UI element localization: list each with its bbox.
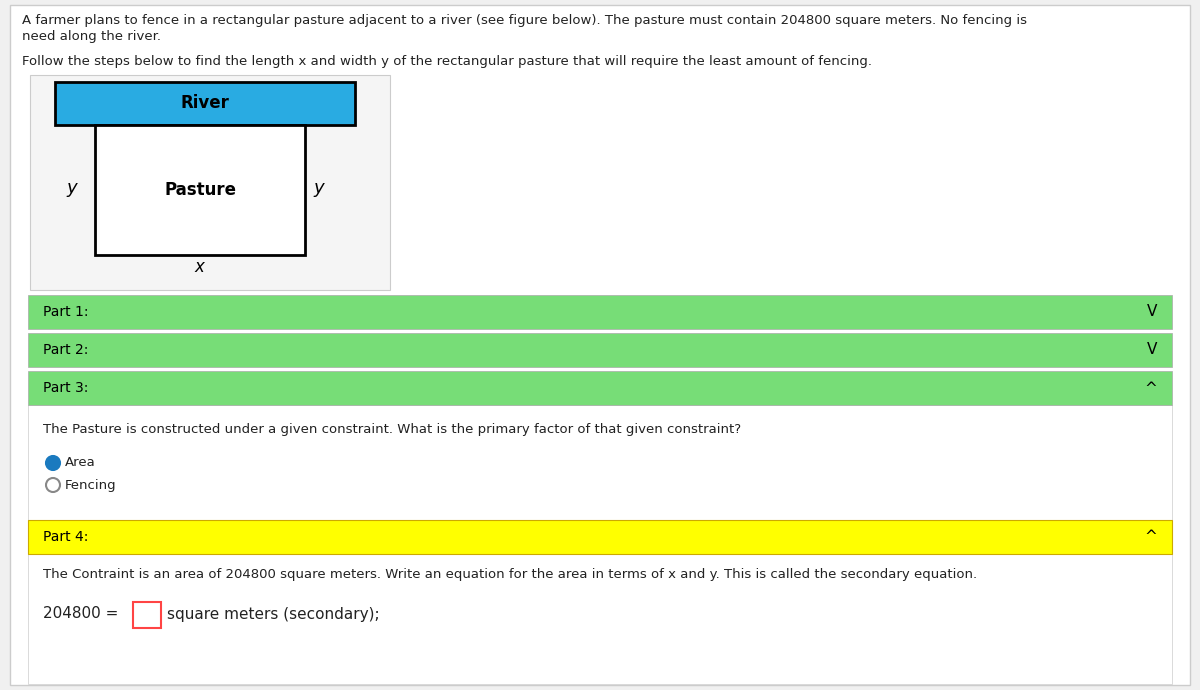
Text: The Contraint is an area of 204800 square meters. Write an equation for the area: The Contraint is an area of 204800 squar… bbox=[43, 568, 977, 581]
Text: Part 3:: Part 3: bbox=[43, 381, 89, 395]
Text: $y$: $y$ bbox=[66, 181, 79, 199]
Text: need along the river.: need along the river. bbox=[22, 30, 161, 43]
Text: ^: ^ bbox=[1145, 529, 1157, 544]
Bar bbox=[28, 333, 1172, 367]
Text: V: V bbox=[1147, 342, 1157, 357]
Text: $x$: $x$ bbox=[193, 258, 206, 276]
Bar bbox=[30, 75, 390, 290]
Circle shape bbox=[46, 456, 60, 470]
Bar bbox=[55, 82, 355, 125]
Text: River: River bbox=[180, 95, 229, 112]
Text: 204800 =: 204800 = bbox=[43, 607, 119, 622]
Text: $y$: $y$ bbox=[313, 181, 326, 199]
Text: Part 4:: Part 4: bbox=[43, 530, 89, 544]
Bar bbox=[28, 520, 1172, 554]
Text: A farmer plans to fence in a rectangular pasture adjacent to a river (see figure: A farmer plans to fence in a rectangular… bbox=[22, 14, 1027, 27]
Bar bbox=[28, 554, 1172, 684]
Text: Pasture: Pasture bbox=[164, 181, 236, 199]
Text: Follow the steps below to find the length x and width y of the rectangular pastu: Follow the steps below to find the lengt… bbox=[22, 55, 872, 68]
Text: square meters (secondary);: square meters (secondary); bbox=[167, 607, 379, 622]
Text: ^: ^ bbox=[1145, 380, 1157, 395]
Text: Part 1:: Part 1: bbox=[43, 305, 89, 319]
Bar bbox=[133, 602, 161, 628]
Text: Area: Area bbox=[65, 457, 96, 469]
Text: Part 2:: Part 2: bbox=[43, 343, 89, 357]
Bar bbox=[28, 405, 1172, 520]
Bar bbox=[95, 125, 305, 255]
Circle shape bbox=[46, 478, 60, 492]
Text: The Pasture is constructed under a given constraint. What is the primary factor : The Pasture is constructed under a given… bbox=[43, 423, 742, 436]
Bar bbox=[28, 371, 1172, 405]
Text: Fencing: Fencing bbox=[65, 478, 116, 491]
Text: V: V bbox=[1147, 304, 1157, 319]
Bar bbox=[28, 295, 1172, 329]
